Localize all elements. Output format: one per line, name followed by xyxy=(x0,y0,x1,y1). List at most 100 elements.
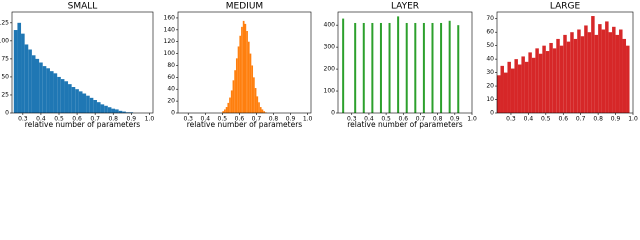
bar xyxy=(626,45,630,113)
x-tick-label: 1.0 xyxy=(303,116,313,123)
bar xyxy=(64,81,69,113)
bar xyxy=(17,22,22,114)
bar xyxy=(125,112,130,113)
x-tick-label: 0.8 xyxy=(108,116,118,123)
bar xyxy=(244,23,247,113)
bar xyxy=(122,111,126,113)
bar xyxy=(448,20,451,113)
page: SMALL relative number of parameters 0 25 50 7… xyxy=(0,1,638,130)
bar xyxy=(514,59,518,113)
bar xyxy=(53,73,58,113)
x-tick-label: 1.0 xyxy=(467,116,477,123)
y-tick-label: 400 xyxy=(324,22,336,29)
bar xyxy=(584,25,588,113)
y-tick-label: 80 xyxy=(167,62,175,69)
x-tick-label: 0.3 xyxy=(347,116,357,123)
bar xyxy=(253,77,255,113)
bar xyxy=(535,48,539,113)
y-tick-label: 125 xyxy=(0,19,9,26)
y-tick-label: 10 xyxy=(486,96,494,103)
bar xyxy=(13,30,18,114)
x-axis-label: relative number of parameters xyxy=(25,120,141,129)
bar xyxy=(580,36,585,113)
bar xyxy=(259,107,262,113)
x-tick-label: 0.5 xyxy=(381,116,391,123)
bar xyxy=(35,58,40,113)
x-tick-label: 0.6 xyxy=(72,116,82,123)
bar xyxy=(594,34,599,113)
x-tick-label: 0.3 xyxy=(506,116,516,123)
bar xyxy=(28,49,32,113)
bar xyxy=(230,90,233,113)
bar xyxy=(362,22,365,114)
x-tick-label: 0.3 xyxy=(183,116,193,123)
bar xyxy=(235,58,238,113)
y-tick-label: 0 xyxy=(5,110,9,117)
bar xyxy=(71,87,76,113)
bar xyxy=(457,25,460,113)
bar xyxy=(619,29,623,113)
y-tick-label: 100 xyxy=(324,88,336,95)
bar xyxy=(237,46,240,113)
bar xyxy=(405,22,408,114)
bar xyxy=(115,109,119,113)
y-tick-label: 70 xyxy=(486,15,494,22)
bar xyxy=(388,22,391,114)
y-tick-label: 30 xyxy=(486,69,494,76)
bar xyxy=(608,32,613,114)
y-tick-label: 20 xyxy=(486,83,494,90)
bar xyxy=(538,53,543,113)
bar xyxy=(75,89,79,113)
bar xyxy=(422,22,425,114)
bar xyxy=(96,102,101,113)
bar xyxy=(232,80,235,113)
x-tick-label: 0.9 xyxy=(286,116,296,123)
x-axis-label: relative number of parameters xyxy=(347,120,463,129)
y-tick-label: 75 xyxy=(1,55,9,62)
bar xyxy=(246,31,248,113)
x-tick-label: 0.9 xyxy=(127,116,137,123)
y-tick-label: 160 xyxy=(164,14,176,21)
axes-frame xyxy=(11,11,154,114)
bar xyxy=(100,104,105,113)
bar xyxy=(225,107,228,113)
bar xyxy=(397,16,400,113)
bar xyxy=(605,21,609,113)
chart: SMALL relative number of parameters 0 25 50 7… xyxy=(0,2,638,130)
y-tick-label: 50 xyxy=(1,73,9,80)
bar xyxy=(242,20,245,113)
bar xyxy=(46,68,50,113)
x-tick-label: 0.8 xyxy=(433,116,443,123)
bar xyxy=(68,84,72,113)
bar xyxy=(440,22,443,114)
bar xyxy=(510,68,515,113)
x-tick-label: 0.8 xyxy=(593,116,603,123)
x-tick-label: 0.7 xyxy=(576,116,586,123)
bar xyxy=(379,22,382,114)
bar xyxy=(414,22,417,114)
bar xyxy=(249,53,252,113)
bar xyxy=(256,96,259,113)
bar xyxy=(263,111,265,113)
bar xyxy=(234,70,236,113)
x-tick-label: 0.6 xyxy=(235,116,245,123)
x-tick-label: 0.6 xyxy=(558,116,568,123)
bar xyxy=(239,35,242,113)
y-tick-label: 50 xyxy=(486,42,494,49)
bar xyxy=(531,57,536,113)
y-tick-label: 40 xyxy=(486,56,494,63)
x-tick-label: 0.7 xyxy=(252,116,262,123)
axes-frame xyxy=(496,11,634,114)
bar xyxy=(507,61,511,113)
bar xyxy=(524,61,529,113)
panel-title: MEDIUM xyxy=(226,2,263,12)
y-tick-label: 200 xyxy=(324,66,336,73)
bar xyxy=(254,88,257,113)
bar xyxy=(577,29,581,113)
x-tick-label: 1.0 xyxy=(145,116,155,123)
x-tick-label: 0.8 xyxy=(269,116,279,123)
bar xyxy=(31,55,36,113)
y-tick-label: 40 xyxy=(167,86,175,93)
x-tick-label: 0.5 xyxy=(54,116,64,123)
bar xyxy=(224,109,226,113)
